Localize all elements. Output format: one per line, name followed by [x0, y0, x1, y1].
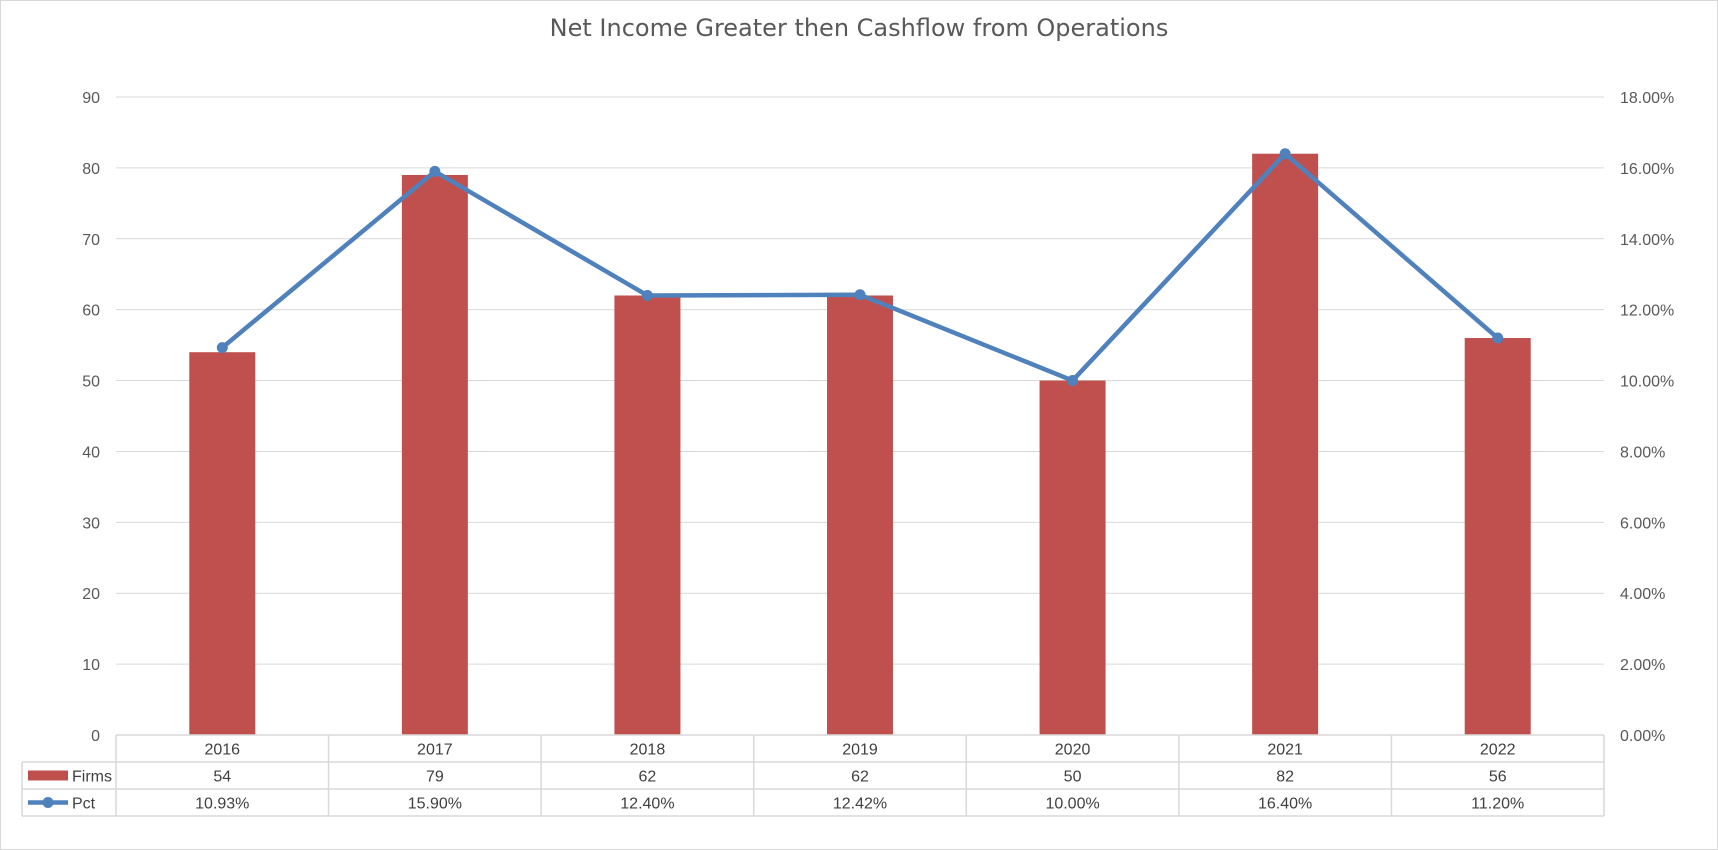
pct-marker — [641, 289, 653, 301]
category-label: 2022 — [1480, 742, 1516, 759]
category-label: 2017 — [417, 742, 453, 759]
right-tick-label: 0.00% — [1620, 728, 1665, 745]
table-cell-firms: 54 — [213, 769, 231, 786]
right-tick-label: 18.00% — [1620, 90, 1674, 107]
left-tick-label: 90 — [82, 90, 100, 107]
category-label: 2016 — [204, 742, 240, 759]
table-cell-firms: 62 — [851, 769, 869, 786]
table-cell-pct: 16.40% — [1258, 796, 1312, 813]
table-cell-pct: 15.90% — [408, 796, 462, 813]
table-cell-pct: 10.93% — [195, 796, 249, 813]
chart-title: Net Income Greater then Cashflow from Op… — [550, 14, 1169, 42]
right-tick-label: 4.00% — [1620, 586, 1665, 603]
right-tick-label: 16.00% — [1620, 161, 1674, 178]
right-axis-ticks: 0.00% 2.00% 4.00% 6.00% 8.00% 10.00% 12.00% 14.… — [1620, 90, 1674, 745]
table-cell-firms: 56 — [1489, 769, 1507, 786]
table-cell-pct: 12.40% — [620, 796, 674, 813]
bar-firms — [827, 295, 893, 735]
pct-marker — [1067, 375, 1079, 387]
bar-firms — [1039, 380, 1106, 735]
left-tick-label: 30 — [82, 515, 100, 532]
right-tick-label: 2.00% — [1620, 657, 1665, 674]
line-series-pct — [216, 148, 1504, 387]
left-tick-label: 40 — [82, 444, 100, 461]
left-tick-label: 60 — [82, 303, 100, 320]
right-tick-label: 12.00% — [1620, 303, 1674, 320]
pct-marker — [216, 342, 228, 354]
table-cell-pct: 11.20% — [1471, 796, 1524, 813]
bar-firms — [401, 174, 468, 735]
table-cell-firms: 50 — [1064, 769, 1082, 786]
bar-firms — [1464, 338, 1531, 735]
pct-marker — [429, 165, 441, 177]
bar-series-firms — [189, 153, 1531, 735]
left-tick-label: 50 — [82, 374, 100, 391]
right-tick-label: 10.00% — [1620, 374, 1674, 391]
table-cell-firms: 62 — [639, 769, 657, 786]
table-cell-pct: 10.00% — [1045, 796, 1099, 813]
data-table: 2016 2017 2018 2019 2020 2021 2022 54 79 62 62 50 82… — [21, 734, 1605, 817]
left-tick-label: 80 — [82, 161, 100, 178]
table-cell-pct: 12.42% — [833, 796, 887, 813]
legend-key-pct-marker — [42, 797, 54, 808]
left-tick-label: 70 — [82, 232, 100, 249]
left-tick-label: 0 — [91, 728, 100, 745]
right-tick-label: 8.00% — [1620, 444, 1665, 461]
legend-label-firms: Firms — [72, 769, 112, 786]
bar-firms — [1252, 153, 1319, 735]
table-cell-firms: 82 — [1276, 769, 1294, 786]
category-label: 2021 — [1267, 742, 1303, 759]
category-label: 2019 — [842, 742, 878, 759]
legend-key-firms — [28, 770, 68, 781]
legend-label-pct: Pct — [72, 796, 96, 813]
pct-marker — [1279, 148, 1291, 160]
pct-marker — [1492, 332, 1504, 344]
pct-marker — [854, 289, 866, 301]
left-tick-label: 20 — [82, 586, 100, 603]
left-tick-label: 10 — [82, 657, 100, 674]
bar-firms — [614, 295, 681, 735]
right-tick-label: 14.00% — [1620, 232, 1674, 249]
category-label: 2020 — [1055, 742, 1091, 759]
right-tick-label: 6.00% — [1620, 515, 1665, 532]
left-axis-ticks: 0 10 20 30 40 50 60 70 80 90 — [82, 90, 100, 745]
category-label: 2018 — [630, 742, 666, 759]
bar-firms — [189, 352, 256, 735]
table-cell-firms: 79 — [426, 769, 444, 786]
